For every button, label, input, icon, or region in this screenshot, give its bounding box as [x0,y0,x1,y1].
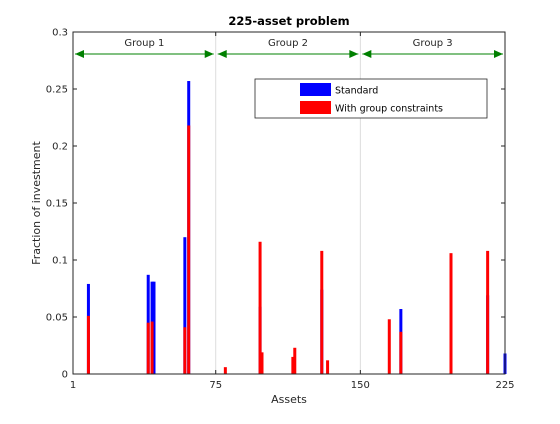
legend-label-standard: Standard [335,86,378,97]
bar [260,352,264,374]
bar [152,281,156,374]
bar [399,331,403,374]
bar [187,125,191,374]
bar [293,347,297,374]
bar [326,360,330,374]
y-tick-label: 0.25 [46,85,68,96]
x-tick-label: 1 [70,380,76,391]
x-tick-label: 150 [351,380,370,391]
bar [449,253,453,374]
x-tick-label: 225 [495,380,514,391]
y-tick-label: 0 [62,370,68,381]
legend-swatch-with-group-constraints [300,101,331,114]
bar [223,367,227,374]
y-tick-label: 0.1 [52,256,68,267]
y-tick-label: 0.3 [52,28,68,39]
bar [291,356,295,374]
legend: Standard With group constraints [254,78,488,119]
bar [258,241,262,374]
x-tick-label: 75 [209,380,222,391]
series-group-constrained-bars [86,125,490,374]
group-arrow-head-left [362,50,372,58]
group-label: Group 2 [268,38,308,49]
y-tick-label: 0.2 [52,142,68,153]
legend-swatch-standard [300,83,331,96]
bar [486,250,490,374]
chart-title: 225-asset problem [228,14,349,28]
legend-label-with-group-constraints: With group constraints [335,104,443,115]
group-arrow-head-right [204,50,214,58]
legend-box [254,78,488,119]
group-arrow-head-left [217,50,227,58]
group-annotations: Group 1 Group 2 Group 3 [75,38,503,58]
group-label: Group 3 [413,38,453,49]
group-label: Group 1 [124,38,164,49]
group-arrow-head-left [75,50,84,58]
bar [183,237,187,374]
y-tick-label: 0.15 [46,199,68,210]
group-arrow-head-right [349,50,359,58]
axis-ticks: 1 75 150 225 0 0.05 0.1 0.15 0.2 0.25 0.3 [46,28,515,392]
group-arrow-head-right [494,50,503,58]
bar [320,250,324,374]
bar [183,327,187,374]
y-axis-label: Fraction of investment [30,141,43,265]
bar [146,322,150,374]
x-axis-label: Assets [271,393,307,406]
bar [150,321,154,374]
bar [387,319,391,374]
y-tick-label: 0.05 [46,313,68,324]
bar [86,315,90,374]
